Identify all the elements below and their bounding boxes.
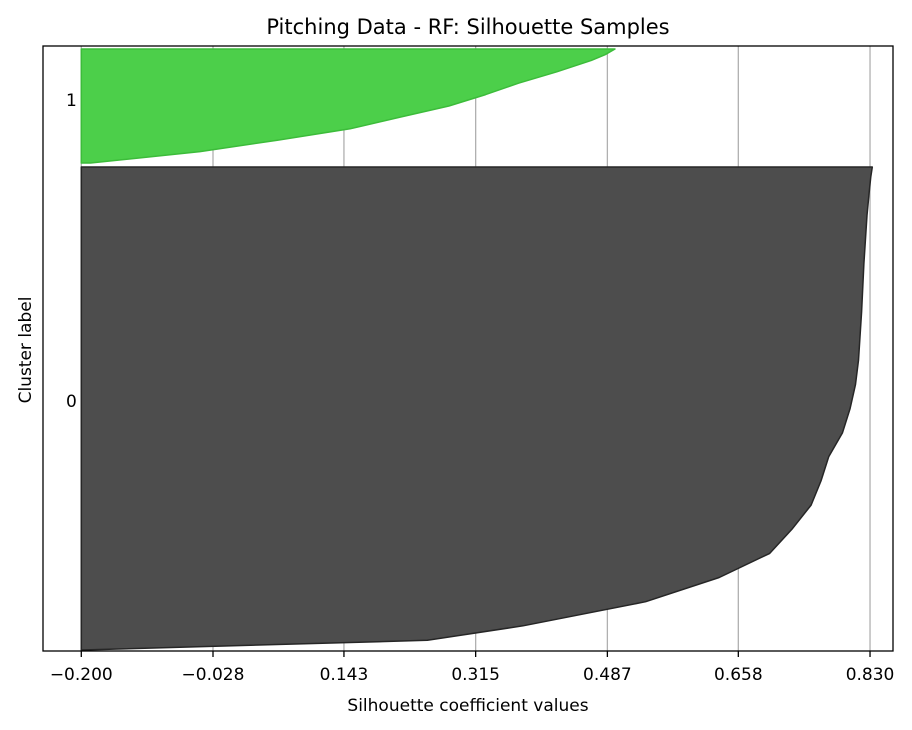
x-tick-label-5: 0.658 — [714, 665, 763, 685]
x-tick-label-2: 0.143 — [320, 665, 369, 685]
x-axis-label: Silhouette coefficient values — [347, 696, 588, 716]
x-tick-label-0: −0.200 — [50, 665, 113, 685]
cluster-label-1: 1 — [66, 91, 77, 111]
x-tick-label-4: 0.487 — [583, 665, 632, 685]
cluster-label-0: 0 — [66, 392, 77, 412]
x-tick-label-3: 0.315 — [451, 665, 500, 685]
y-axis-label: Cluster label — [16, 297, 36, 404]
plot-frame — [42, 45, 894, 652]
silhouette-cluster-0 — [80, 166, 874, 651]
x-tick-label-6: 0.830 — [846, 665, 895, 685]
silhouette-fills — [80, 48, 874, 651]
x-tick-label-1: −0.028 — [182, 665, 245, 685]
chart-title: Pitching Data - RF: Silhouette Samples — [266, 15, 669, 39]
cluster-labels: 01 — [66, 91, 77, 412]
silhouette-cluster-1 — [80, 48, 616, 164]
x-ticks: −0.200 −0.028 0.143 0.315 0.487 0.658 0.830 — [50, 651, 895, 685]
